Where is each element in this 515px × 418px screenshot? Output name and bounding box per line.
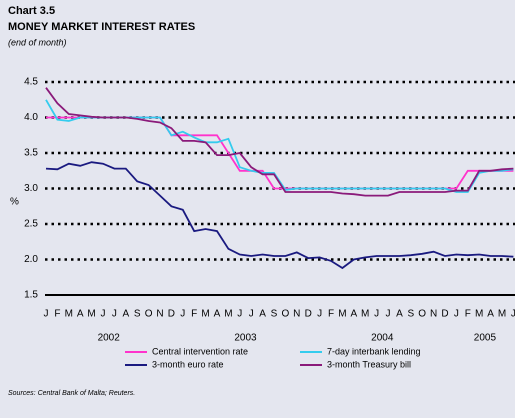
x-tick-label: M — [498, 309, 506, 320]
chart-title: MONEY MARKET INTEREST RATES — [8, 21, 195, 33]
x-tick-label: J — [237, 309, 242, 320]
x-tick-label: J — [386, 309, 391, 320]
x-tick-label: J — [101, 309, 106, 320]
legend-label: 7-day interbank lending — [327, 346, 421, 356]
x-tick-label: J — [511, 309, 515, 320]
x-tick-label: M — [475, 309, 483, 320]
x-tick-label: A — [396, 309, 403, 320]
y-tick-label: 4.5 — [24, 77, 38, 88]
x-tick-label: J — [374, 309, 379, 320]
legend-label: 3-month euro rate — [152, 359, 224, 369]
y-axis-label: % — [10, 197, 19, 208]
y-tick-label: 2.5 — [24, 219, 38, 230]
x-tick-label: M — [87, 309, 95, 320]
x-tick-label: F — [328, 309, 334, 320]
y-tick-label: 3.5 — [24, 148, 38, 159]
year-label: 2004 — [371, 333, 394, 344]
series-line — [45, 87, 514, 197]
x-tick-label: J — [454, 309, 459, 320]
x-tick-label: O — [282, 309, 290, 320]
x-tick-label: J — [180, 309, 185, 320]
legend-label: Central intervention rate — [152, 346, 248, 356]
x-tick-label: J — [249, 309, 254, 320]
x-tick-label: D — [441, 309, 448, 320]
x-tick-label: S — [271, 309, 278, 320]
source: Sources: Central Bank of Malta; Reuters. — [8, 390, 135, 397]
x-tick-label: F — [465, 309, 471, 320]
x-tick-label: O — [145, 309, 153, 320]
x-tick-label: J — [317, 309, 322, 320]
x-tick-label: J — [44, 309, 49, 320]
y-tick-label: 2.0 — [24, 254, 38, 265]
x-tick-label: J — [112, 309, 117, 320]
y-tick-label: 3.0 — [24, 183, 38, 194]
x-tick-label: A — [122, 309, 129, 320]
chart-subtitle: (end of month) — [8, 37, 67, 47]
x-tick-label: A — [350, 309, 357, 320]
x-tick-label: M — [361, 309, 369, 320]
series-line — [45, 161, 514, 270]
x-tick-label: D — [305, 309, 312, 320]
series-line — [45, 99, 514, 193]
y-tick-label: 4.0 — [24, 112, 38, 123]
x-tick-label: F — [191, 309, 197, 320]
x-tick-label: S — [407, 309, 414, 320]
x-tick-label: A — [487, 309, 494, 320]
x-tick-label: F — [54, 309, 60, 320]
year-label: 2002 — [98, 333, 121, 344]
y-tick-label: 1.5 — [24, 290, 38, 301]
x-tick-label: D — [168, 309, 175, 320]
x-tick-label: A — [214, 309, 221, 320]
x-tick-label: M — [224, 309, 232, 320]
x-tick-label: M — [338, 309, 346, 320]
x-tick-label: O — [418, 309, 426, 320]
x-tick-label: M — [201, 309, 209, 320]
x-tick-label: M — [65, 309, 73, 320]
x-tick-label: S — [134, 309, 141, 320]
x-tick-label: A — [259, 309, 266, 320]
year-label: 2003 — [234, 333, 257, 344]
x-tick-label: N — [293, 309, 300, 320]
x-tick-label: N — [430, 309, 437, 320]
x-tick-label: N — [156, 309, 163, 320]
year-label: 2005 — [474, 333, 497, 344]
legend-label: 3-month Treasury bill — [327, 359, 411, 369]
x-tick-label: A — [77, 309, 84, 320]
chart-label: Chart 3.5 — [8, 5, 55, 17]
